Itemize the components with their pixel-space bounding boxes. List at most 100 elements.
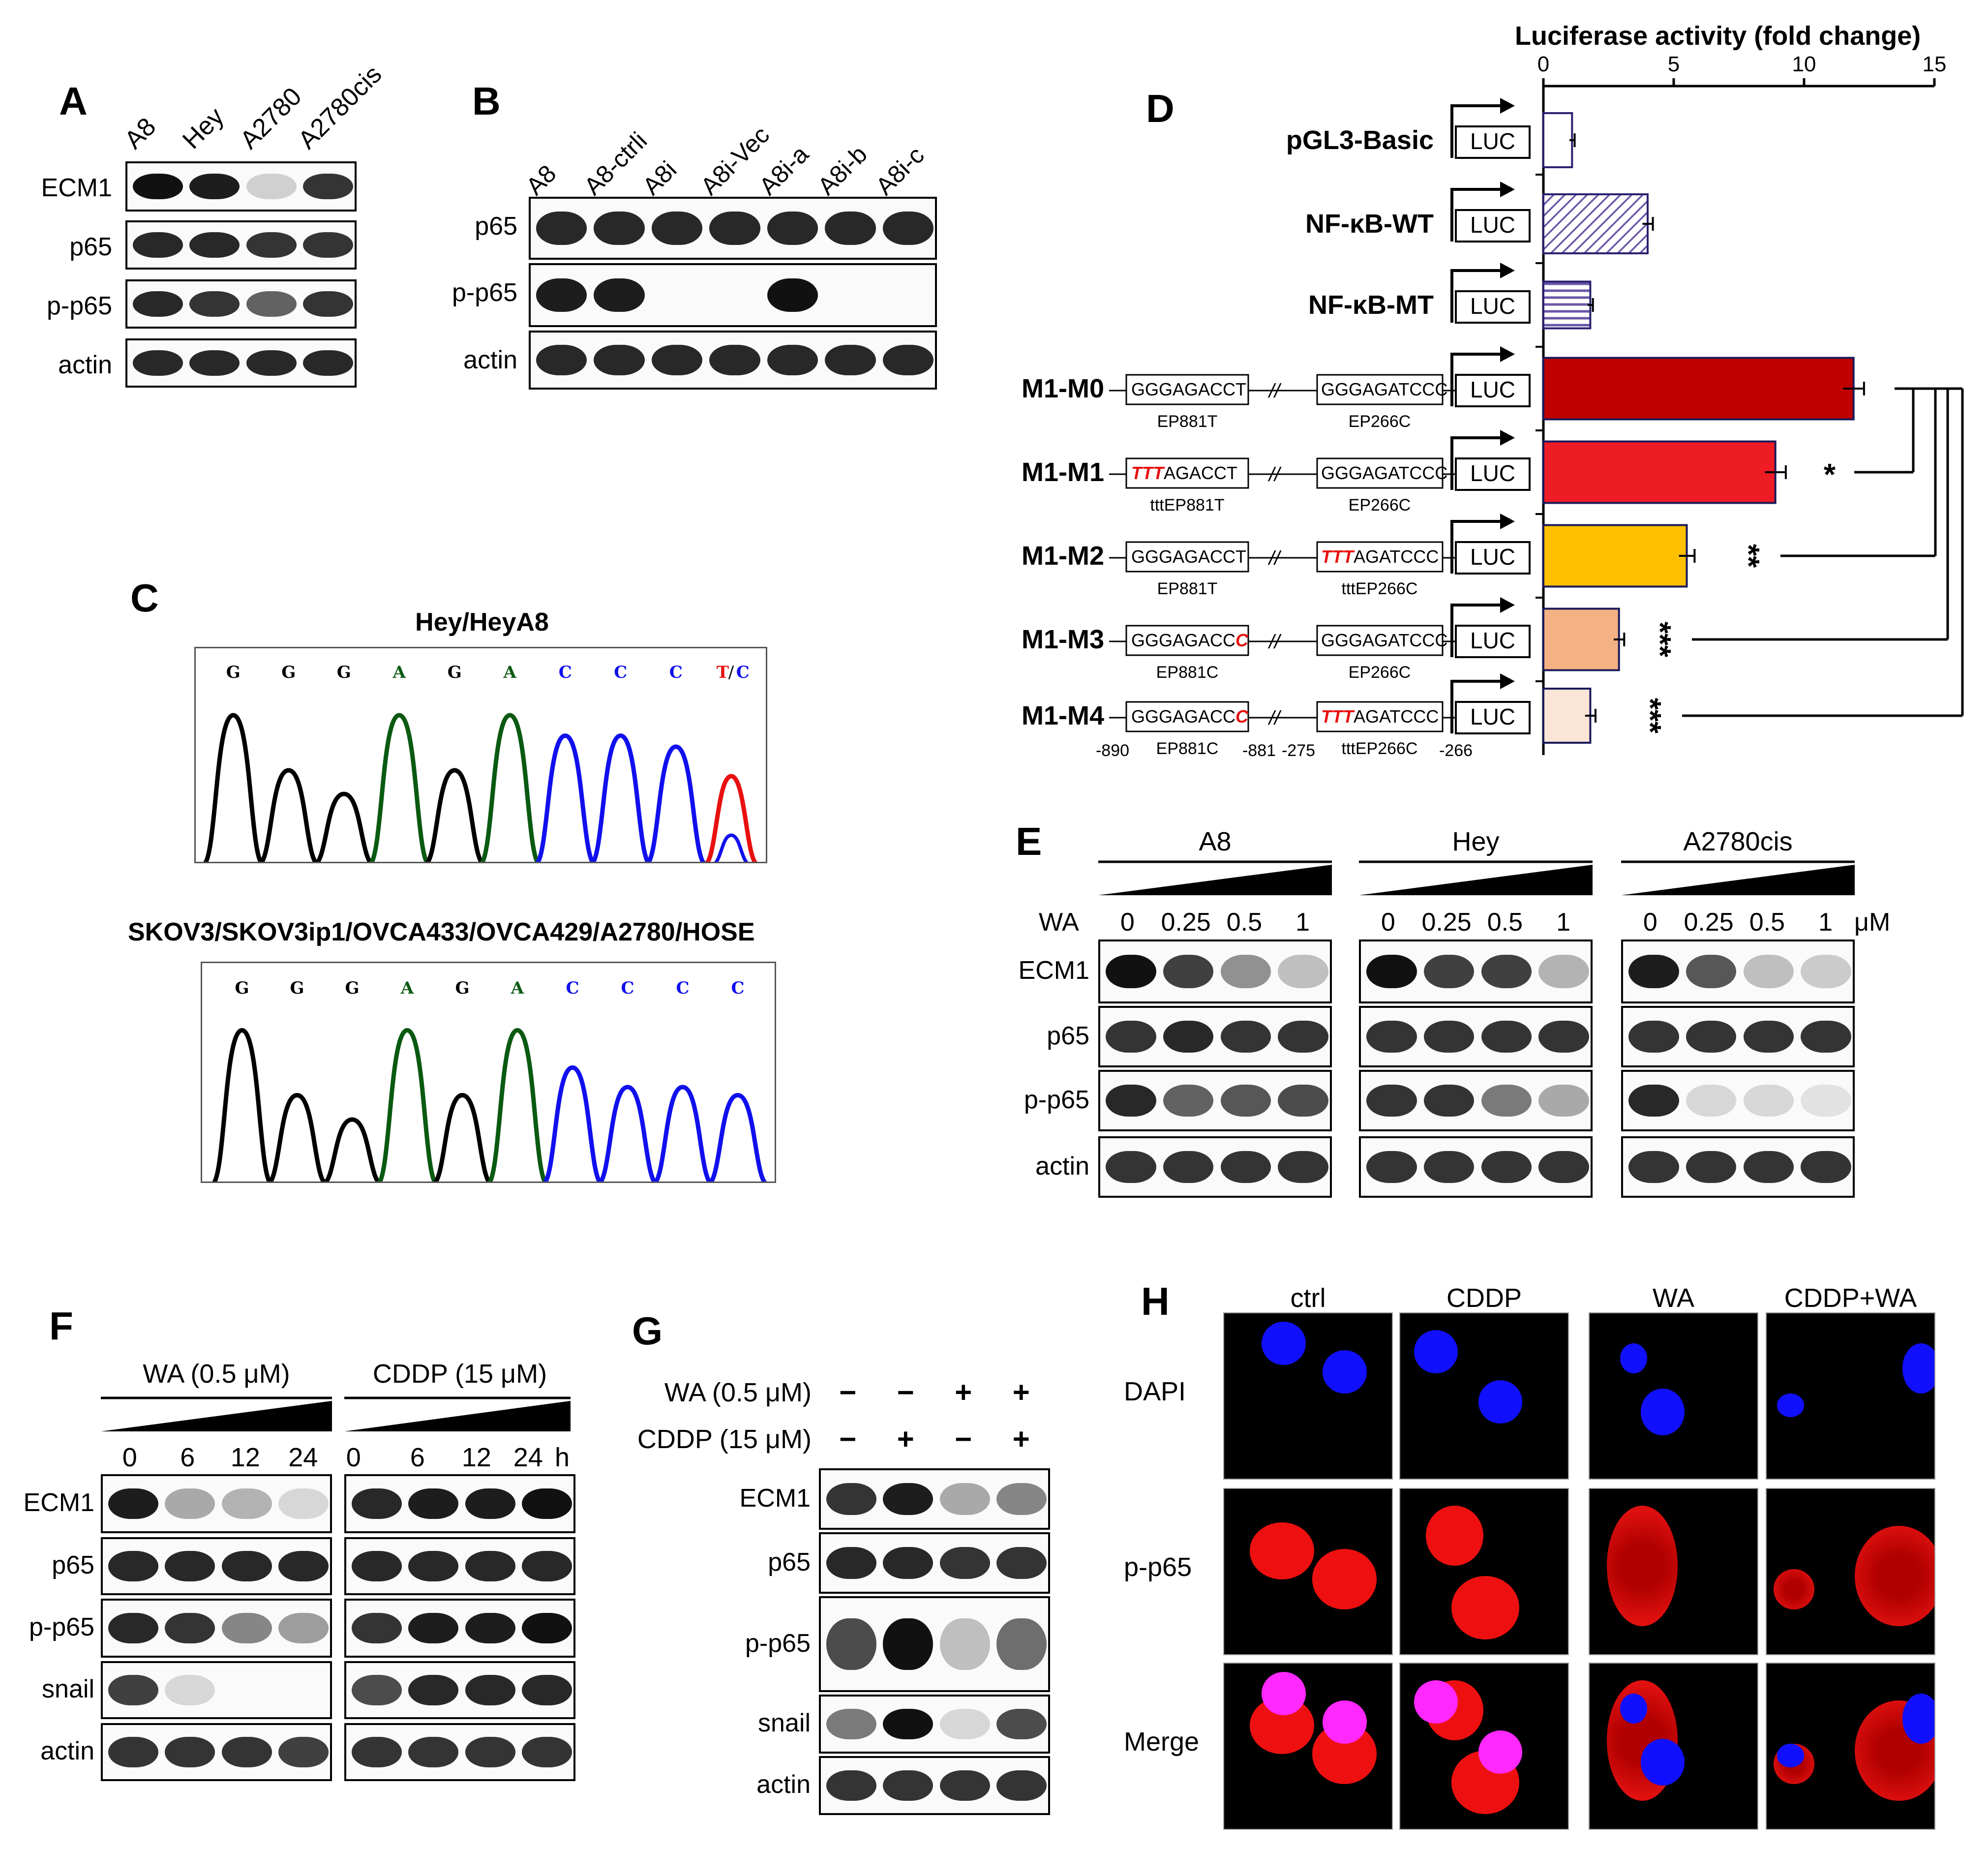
micrograph-ctrl-dapi: [1223, 1312, 1393, 1480]
cell-nucleus-1: [1620, 1343, 1648, 1374]
panel-f-blot-1-snail-band-2: [165, 1675, 215, 1705]
panel-b-blot-actin-band-2: [594, 344, 645, 376]
panel-e-blot-hey-actin-band-2: [1423, 1151, 1475, 1183]
chromatogram-top-base-8: C: [614, 663, 627, 682]
chromatogram-bottom-peak-4: [377, 1028, 437, 1182]
panel-g-blot-snail-band-1: [826, 1708, 876, 1740]
panel-e-dose-a2780cis-3: 0.5: [1749, 908, 1785, 937]
promoter-arrow-2: [1450, 188, 1500, 242]
promoter-arrow-4: [1450, 353, 1500, 406]
luciferase-bar-m1-m4: [1542, 688, 1592, 744]
construct-box2-text-7: GGGAGATCCC: [1321, 630, 1447, 650]
panel-b-blot-p65-band-2: [594, 212, 645, 245]
panel-e-blot-a8-ecm1-band-2: [1163, 954, 1214, 989]
panel-a-blot-ecm1: [125, 161, 357, 212]
promoter-arrow-5: [1450, 436, 1500, 490]
panel-b-blot-actin-band-5: [767, 344, 818, 376]
panel-e-blot-a8-actin-band-4: [1278, 1151, 1328, 1183]
panel-e-blot-a8-p65-band-2: [1163, 1020, 1214, 1053]
panel-e-blot-a2780cis-p-p65-band-4: [1801, 1084, 1851, 1117]
panel-b-blot-actin: [529, 331, 937, 390]
construct-name-pgl3-basic: pGL3-Basic: [1286, 125, 1434, 155]
panel-b-blot-p65: [529, 197, 937, 260]
panel-g-blot-p65-band-3: [939, 1546, 990, 1579]
chromatogram-bottom-peak-8: [598, 1085, 657, 1182]
panel-g-blot-actin-band-3: [939, 1770, 990, 1801]
panel-f-time-2-2: 6: [410, 1443, 425, 1472]
construct-box1-text-7: GGGAGACCC: [1131, 630, 1249, 650]
panel-a-blot-actin-band-2: [189, 350, 240, 376]
cell-nucleus-2: [1323, 1700, 1367, 1744]
luciferase-bar-nf-b-mt: [1542, 280, 1592, 330]
panel-e-blot-a8-p-p65-band-1: [1106, 1084, 1156, 1117]
panel-e-blot-a8-actin-band-3: [1220, 1151, 1271, 1183]
panel-f-blot-2-snail-band-2: [408, 1675, 459, 1705]
panel-e-row-ecm1: ECM1: [1018, 956, 1089, 985]
panel-letter-a: A: [59, 79, 88, 123]
panel-letter-g: G: [632, 1309, 663, 1353]
panel-e-blot-a2780cis-ecm1-band-1: [1628, 954, 1679, 989]
luc-label-8: LUC: [1470, 704, 1515, 729]
panel-e-blot-a2780cis-ecm1: [1621, 940, 1855, 1003]
chromatogram-bottom-peak-6: [487, 1028, 547, 1182]
panel-e-dose-a8-3: 0.5: [1226, 908, 1263, 937]
panel-e-blot-a8-p-p65-band-2: [1163, 1084, 1214, 1117]
panel-e-blot-hey-p-p65-band-1: [1366, 1084, 1417, 1117]
construct-box1-text-5: TTTAGACCT: [1131, 463, 1237, 483]
luc-label-5: LUC: [1470, 460, 1515, 486]
panel-f-blot-2-p-p65: [344, 1599, 575, 1658]
panel-f-blot-1-p65-band-2: [165, 1551, 215, 1581]
panel-e-dose-hey-2: 0.25: [1421, 908, 1472, 937]
panel-f-wedge-2: [344, 1396, 571, 1431]
panel-g-sign-1-3: +: [955, 1376, 972, 1409]
construct-name-nf-b-mt: NF-κB-MT: [1308, 290, 1434, 320]
panel-f-row-p65: p65: [52, 1551, 94, 1579]
construct-name-m1-m1: M1-M1: [1022, 457, 1104, 487]
chromatogram-bottom-base-1: G: [235, 978, 249, 998]
cell-nucleus-1: [1620, 1694, 1648, 1724]
panel-f-blot-1-p-p65-band-4: [278, 1612, 329, 1644]
panel-f-blot-2-p65-band-4: [522, 1551, 572, 1581]
promoter-arrow-3: [1450, 269, 1500, 323]
construct-box1-seq-5: AGACCT: [1164, 463, 1237, 483]
panel-letter-h: H: [1141, 1279, 1170, 1323]
panel-f-blot-2-ecm1-band-4: [522, 1488, 572, 1519]
panel-h-col-cddp: CDDP: [1446, 1283, 1522, 1313]
panel-b-row-actin: actin: [463, 346, 517, 374]
panel-b-blot-actin-band-4: [709, 344, 760, 376]
chromatogram-top-peak-6: [480, 713, 540, 862]
construct-box2-red-8: TTT: [1321, 706, 1355, 727]
panel-b-blot-p-p65-band-5: [767, 278, 818, 312]
panel-a-blot-actin-band-4: [303, 350, 354, 376]
chromatogram-top-peak-1: [203, 713, 264, 862]
panel-a-row-ecm1: ECM1: [41, 174, 112, 202]
luc-label-6: LUC: [1470, 544, 1515, 570]
luciferase-bar-pgl3-basic: [1542, 112, 1573, 168]
micrograph-cddp-merge: [1399, 1663, 1569, 1830]
construct-name-m1-m3: M1-M3: [1022, 625, 1104, 654]
panel-e-blot-hey-p65-band-1: [1366, 1020, 1417, 1053]
chromatogram-bottom-base-5: G: [455, 978, 469, 998]
panel-e-blot-hey-ecm1-band-4: [1538, 954, 1589, 989]
panel-e-blot-a8-actin: [1098, 1136, 1332, 1198]
panel-f-group-cddp-15-m: CDDP (15 μM): [372, 1359, 547, 1389]
panel-e-dose-a8-2: 0.25: [1161, 908, 1211, 937]
panel-g-blot-p-p65-band-3: [939, 1618, 990, 1670]
panel-g-sign-2-1: −: [839, 1423, 857, 1455]
chromatogram-top-peak-2: [259, 768, 318, 862]
panel-e-treatment-label: WA: [1039, 908, 1079, 937]
panel-e-blot-hey-p-p65-band-2: [1423, 1084, 1475, 1117]
chromatogram-top-trace: G G G A G A C C C T/C: [203, 663, 758, 862]
micrograph-ctrl-merge: [1223, 1663, 1393, 1830]
panel-g-sign-2-3: −: [955, 1423, 972, 1455]
construct-box2-seq-5: GGGAGATCCC: [1321, 463, 1447, 483]
panel-e-row-actin: actin: [1035, 1152, 1089, 1181]
panel-g-row-p65: p65: [768, 1547, 811, 1576]
panel-g-blot-p65: [819, 1532, 1050, 1594]
panel-e-blot-a2780cis-p65: [1621, 1006, 1855, 1067]
cell-nucleus-2: [1902, 1343, 1934, 1394]
construct-box1-8: [1125, 701, 1249, 732]
